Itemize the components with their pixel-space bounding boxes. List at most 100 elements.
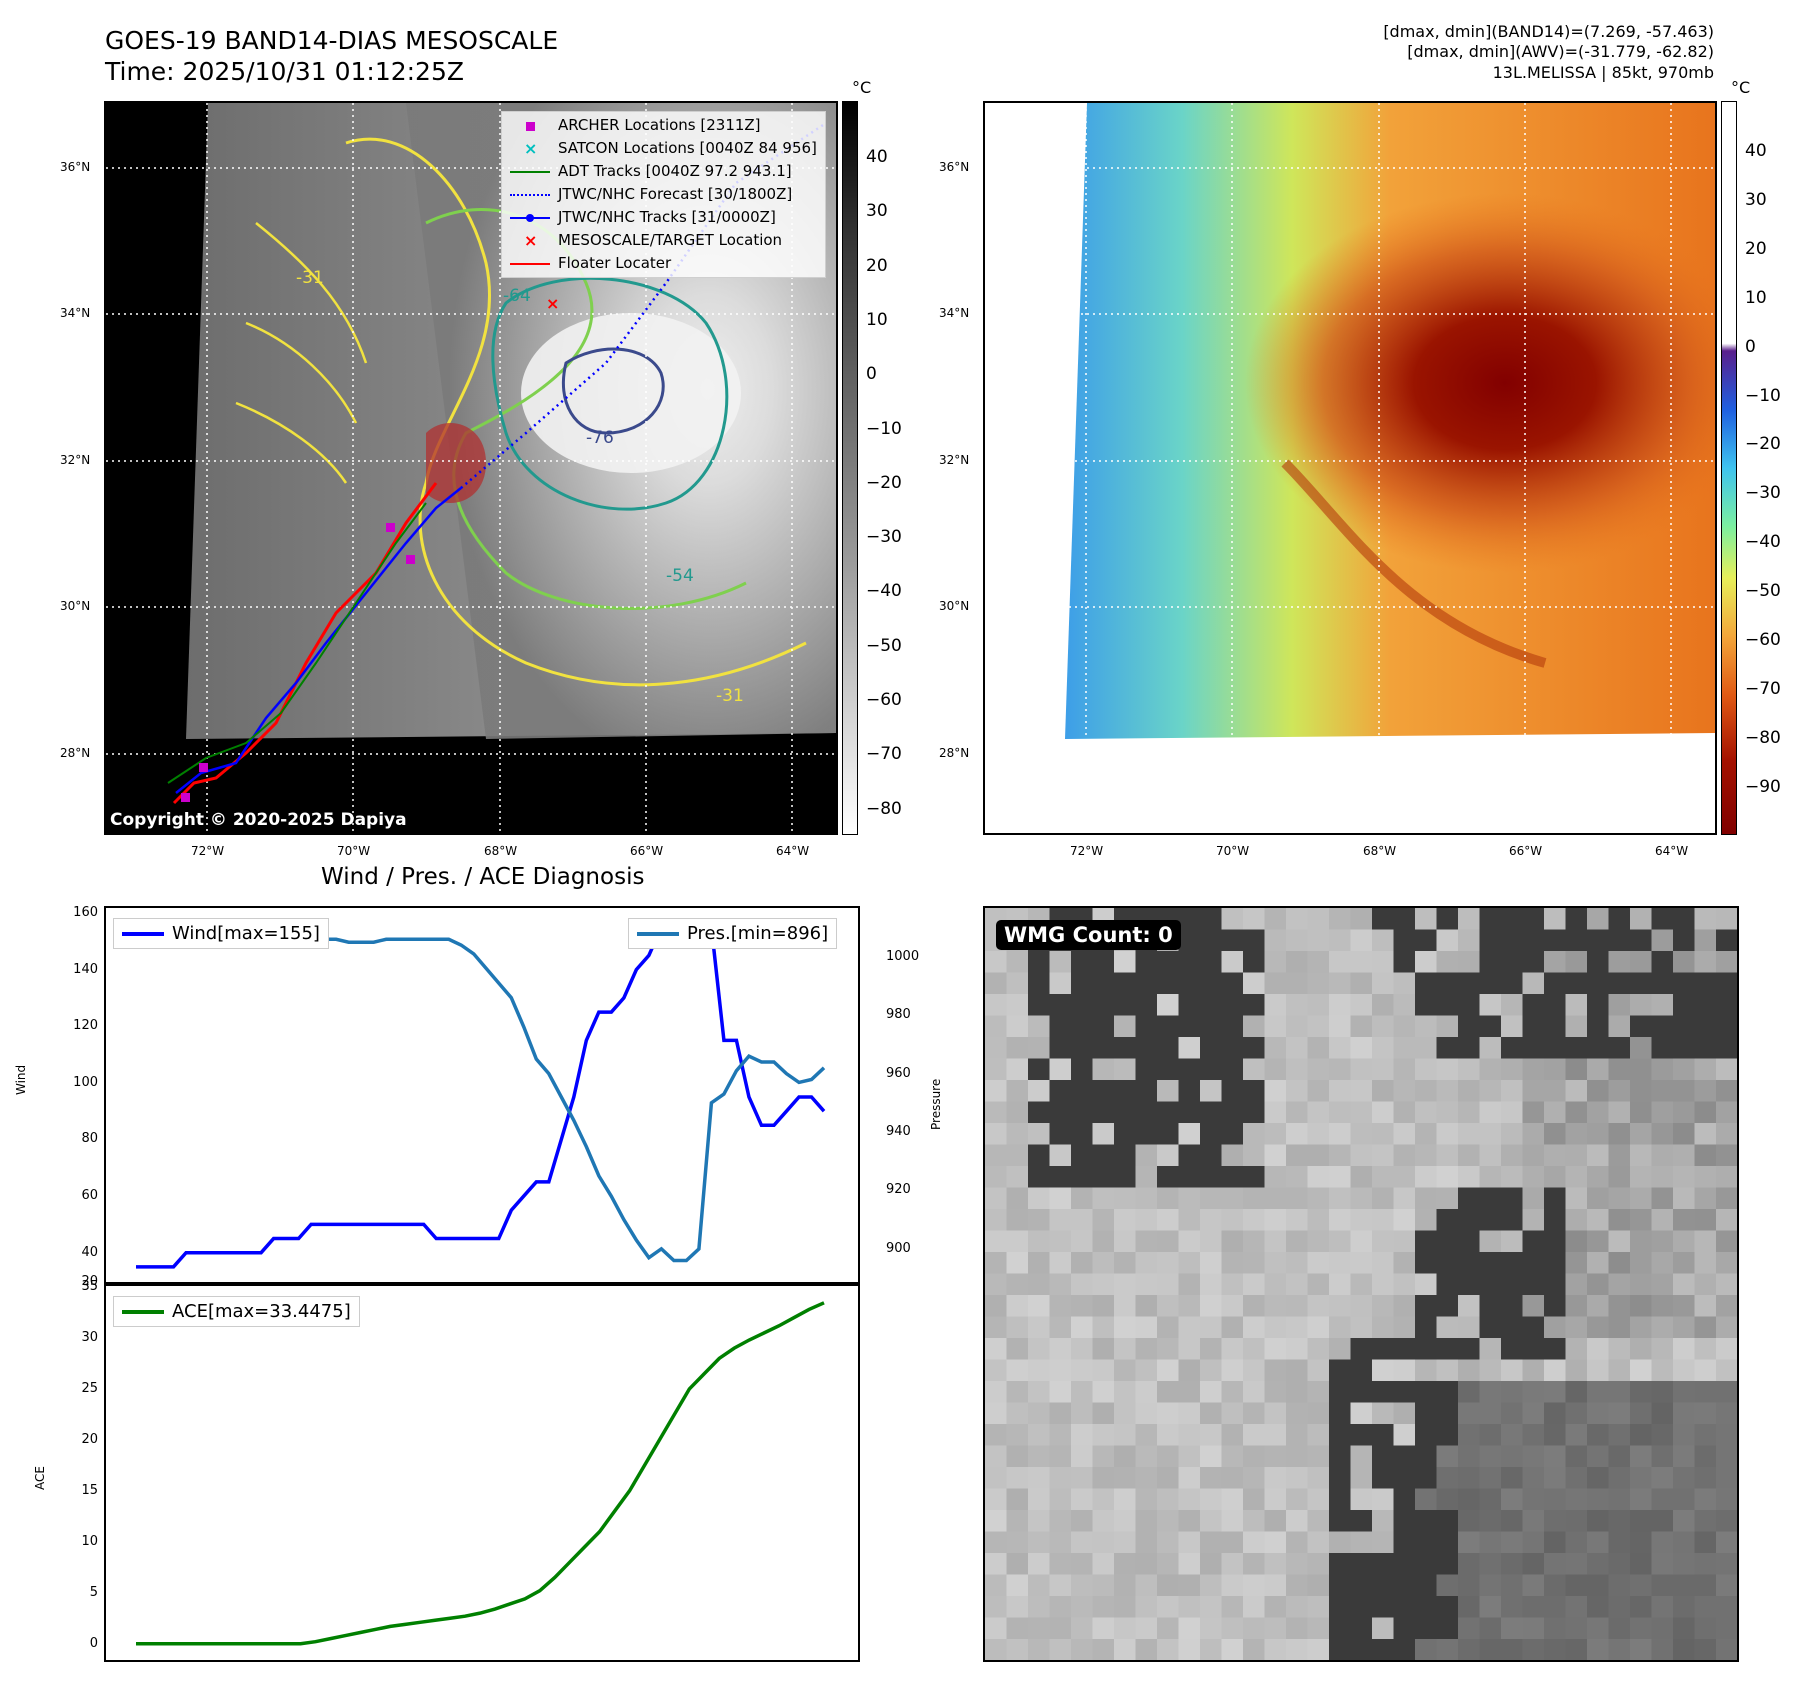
wmg-cell <box>1651 994 1674 1017</box>
wmg-cell <box>1243 1144 1266 1167</box>
wmg-cell <box>1458 1080 1481 1103</box>
wmg-cell <box>1522 1639 1545 1660</box>
wmg-cell <box>1307 1209 1330 1232</box>
wmg-cell <box>1501 1574 1524 1597</box>
wmg-cell <box>1651 1338 1674 1361</box>
wmg-cell <box>1264 1101 1287 1124</box>
wmg-cell <box>1544 1510 1567 1533</box>
wmg-cell <box>1243 1424 1266 1447</box>
wmg-cell <box>1501 1467 1524 1490</box>
wmg-cell <box>1544 1467 1567 1490</box>
wmg-cell <box>1028 1080 1051 1103</box>
wmg-cell <box>1608 1101 1631 1124</box>
wmg-cell <box>1157 1015 1180 1038</box>
wmg-cell <box>1608 972 1631 995</box>
wmg-cell <box>1522 1037 1545 1060</box>
wmg-cell <box>1243 1037 1266 1060</box>
wmg-cell <box>1049 1295 1072 1318</box>
wmg-cell <box>1630 1424 1653 1447</box>
wmg-cell <box>985 1295 1008 1318</box>
wmg-cell <box>1694 1553 1717 1576</box>
wmg-cell <box>1028 1338 1051 1361</box>
wmg-cell <box>1114 1338 1137 1361</box>
wmg-cell <box>1307 1402 1330 1425</box>
wmg-cell <box>1608 1015 1631 1038</box>
wmg-cell <box>1458 1252 1481 1275</box>
wmg-cell <box>1694 1295 1717 1318</box>
wmg-cell <box>1393 1101 1416 1124</box>
wmg-cell <box>1673 1445 1696 1468</box>
wmg-cell <box>1608 1402 1631 1425</box>
wmg-cell <box>1716 1402 1737 1425</box>
wmg-cell <box>1329 1596 1352 1619</box>
wmg-cell <box>1135 1015 1158 1038</box>
wmg-cell <box>1157 1510 1180 1533</box>
wmg-cell <box>1114 1080 1137 1103</box>
wmg-cell <box>1415 1510 1438 1533</box>
wmg-cell <box>1092 1553 1115 1576</box>
legend-satcon: × SATCON Locations [0040Z 84 956] <box>510 137 817 160</box>
wmg-cell <box>1114 1166 1137 1189</box>
wmg-cell <box>1608 1510 1631 1533</box>
wmg-cell <box>1178 1467 1201 1490</box>
wmg-cell <box>1135 1209 1158 1232</box>
wmg-cell <box>985 1639 1008 1660</box>
wmg-cell <box>1673 908 1696 931</box>
wmg-cell <box>1049 1596 1072 1619</box>
wmg-cell <box>1544 1639 1567 1660</box>
wv-colorbar-tick: −40 <box>1745 532 1781 553</box>
ir-colorbar <box>842 101 858 835</box>
wmg-cell <box>1350 1144 1373 1167</box>
wmg-cell <box>1286 1273 1309 1296</box>
dotted-line-icon <box>510 187 550 203</box>
wmg-cell <box>1243 1230 1266 1253</box>
wmg-cell <box>1673 1037 1696 1060</box>
wmg-cell <box>1673 951 1696 974</box>
wmg-cell <box>1587 1295 1610 1318</box>
wmg-cell <box>1716 1123 1737 1146</box>
wmg-cell <box>1071 1187 1094 1210</box>
wmg-cell <box>1092 1273 1115 1296</box>
wmg-cell <box>1307 1015 1330 1038</box>
wmg-cell <box>1587 1553 1610 1576</box>
wmg-cell <box>1608 1381 1631 1404</box>
wmg-cell <box>1049 1037 1072 1060</box>
wmg-cell <box>1716 908 1737 931</box>
wmg-cell <box>1092 1617 1115 1640</box>
wmg-cell <box>1372 1316 1395 1339</box>
wmg-cell <box>1479 1295 1502 1318</box>
wmg-cell <box>1135 1058 1158 1081</box>
wmg-cell <box>1716 1015 1737 1038</box>
wmg-cell <box>1350 1037 1373 1060</box>
lon-label: 68°W <box>1363 844 1397 858</box>
wmg-cell <box>1436 1381 1459 1404</box>
wmg-cell <box>1243 1531 1266 1554</box>
wmg-cell <box>1135 1445 1158 1468</box>
wmg-cell <box>1157 1123 1180 1146</box>
wmg-cell <box>1307 1445 1330 1468</box>
wmg-cell <box>1673 1187 1696 1210</box>
wmg-cell <box>1630 1574 1653 1597</box>
wmg-cell <box>1329 1531 1352 1554</box>
wmg-cell <box>1458 929 1481 952</box>
wmg-cell <box>1415 1101 1438 1124</box>
wmg-cell <box>1243 1252 1266 1275</box>
wmg-cell <box>1415 1144 1438 1167</box>
wmg-cell <box>1157 1338 1180 1361</box>
wmg-cell <box>1243 1510 1266 1533</box>
wmg-cell <box>1114 1209 1137 1232</box>
wmg-cell <box>1544 1359 1567 1382</box>
wmg-cell <box>1329 951 1352 974</box>
wmg-cell <box>1587 1488 1610 1511</box>
wmg-cell <box>1157 1295 1180 1318</box>
wmg-cell <box>1716 1553 1737 1576</box>
wmg-cell <box>1092 1467 1115 1490</box>
lon-label: 68°W <box>484 844 518 858</box>
chart-time: Time: 2025/10/31 01:12:25Z <box>105 57 464 86</box>
wmg-cell <box>1200 1402 1223 1425</box>
wmg-cell <box>1415 1617 1438 1640</box>
wmg-cell <box>1286 1058 1309 1081</box>
wmg-cell <box>1114 1101 1137 1124</box>
wmg-cell <box>1544 1596 1567 1619</box>
wmg-cell <box>1157 1381 1180 1404</box>
